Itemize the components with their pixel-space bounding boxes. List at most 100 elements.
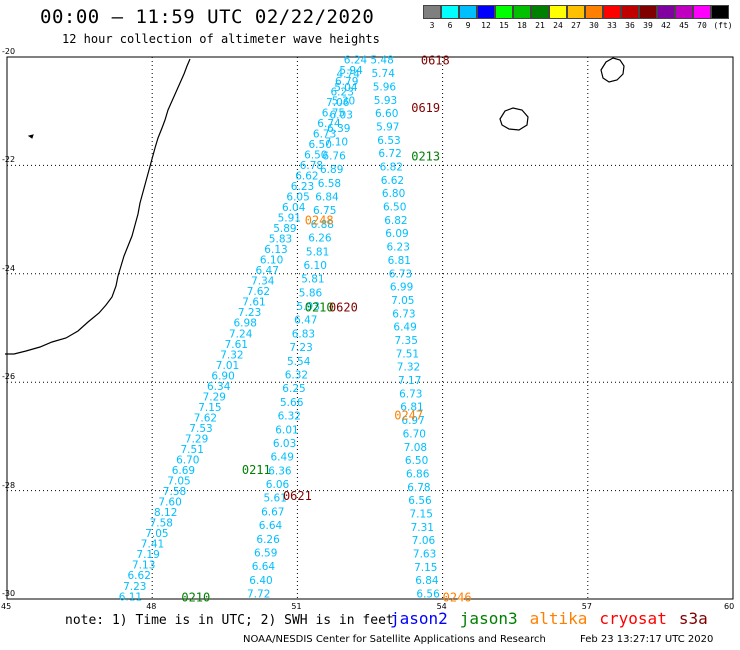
wave-height-value: 7.60 xyxy=(158,497,181,509)
x-tick-label: 54 xyxy=(436,602,447,611)
scale-swatch xyxy=(477,5,495,19)
coastlines xyxy=(5,57,625,355)
wave-height-value: 6.89 xyxy=(320,164,343,176)
wave-height-value: 6.79 xyxy=(335,76,358,88)
wave-height-value: 5.81 xyxy=(306,246,329,258)
wave-height-value: 7.31 xyxy=(411,522,434,534)
wave-height-value: 6.83 xyxy=(292,328,315,340)
scale-label: 45 xyxy=(679,21,689,30)
wave-height-value: 6.03 xyxy=(273,438,296,450)
wave-height-value: 7.32 xyxy=(397,362,420,374)
footnote: note: 1) Time is in UTC; 2) SWH is in fe… xyxy=(65,613,394,628)
wave-height-value: 5.61 xyxy=(264,493,287,505)
scale-swatch xyxy=(423,5,441,19)
wave-height-value: 5.74 xyxy=(372,68,396,80)
wave-height-value: 6.73 xyxy=(389,268,412,280)
satellite-legend: jason2 jason3 altika cryosat s3a xyxy=(390,609,720,628)
scale-label: 9 xyxy=(465,21,471,30)
wave-height-value: 6.62 xyxy=(128,570,151,582)
pass-time-label: 0210 xyxy=(181,590,210,604)
y-tick-label: -20 xyxy=(2,47,16,56)
wave-height-value: 6.78 xyxy=(300,160,323,172)
wave-height-value: 7.17 xyxy=(398,375,421,387)
wave-height-value: 5.93 xyxy=(297,301,320,313)
wave-height-value: 5.66 xyxy=(280,397,304,409)
satellite-legend-item: jason2 xyxy=(390,609,448,628)
x-tick-label: 57 xyxy=(581,602,592,611)
wave-height-value: 6.88 xyxy=(311,219,334,231)
wave-height-value: 7.63 xyxy=(413,549,436,561)
x-tick-label: 45 xyxy=(1,602,12,611)
wave-height-value: 7.72 xyxy=(247,589,270,601)
wave-height-value: 6.72 xyxy=(378,148,401,160)
pass-time-label: 0247 xyxy=(394,409,423,423)
wave-height-value: 6.80 xyxy=(382,188,405,200)
wave-height-value: 7.23 xyxy=(289,342,312,354)
wave-height-value: 6.13 xyxy=(264,244,287,256)
wave-height-value: 6.98 xyxy=(234,318,257,330)
wave-height-value: 6.67 xyxy=(261,506,284,518)
scale-swatch xyxy=(657,5,675,19)
wave-height-value: 7.05 xyxy=(167,476,190,488)
wave-height-scale-labels: 3 6 9 12 15 18 21 24 27 30 33 36 39 42 45 70 (ft) xyxy=(423,21,740,33)
satellite-legend-item: cryosat xyxy=(599,609,667,628)
scale-label: 6 xyxy=(447,21,453,30)
wave-height-value: 7.61 xyxy=(242,297,265,309)
pass-time-label: 0621 xyxy=(283,489,312,503)
wave-height-value: 6.97 xyxy=(401,415,424,427)
pass-time-label: 0620 xyxy=(329,300,358,314)
scale-label: 70 xyxy=(697,21,707,30)
track-a: 6.245.946.796.237.066.756.746.736.506.50… xyxy=(119,55,368,604)
wave-height-value: 6.32 xyxy=(278,411,301,423)
satellite-legend-item: jason3 xyxy=(459,609,518,628)
scale-swatch xyxy=(603,5,621,19)
wave-height-value: 7.15 xyxy=(410,509,433,521)
scale-swatch xyxy=(567,5,585,19)
wave-height-value: 6.62 xyxy=(381,175,404,187)
y-tick-label: -30 xyxy=(2,589,16,598)
scale-label: 15 xyxy=(499,21,509,30)
scale-label: 27 xyxy=(571,21,581,30)
wave-height-value: 6.62 xyxy=(295,170,318,182)
scale-label: 24 xyxy=(553,21,563,30)
wave-height-value: 6.50 xyxy=(309,139,332,151)
wave-height-value: 7.41 xyxy=(141,539,164,551)
wave-height-value: 7.58 xyxy=(163,486,186,498)
scale-label: 18 xyxy=(517,21,527,30)
wave-height-value: 7.19 xyxy=(136,549,159,561)
wave-height-value: 6.82 xyxy=(380,162,403,174)
wave-height-value: 6.47 xyxy=(256,265,279,277)
wave-height-value: 6.40 xyxy=(249,575,272,587)
wave-height-value: 7.61 xyxy=(225,339,248,351)
scale-swatch xyxy=(531,5,549,19)
credit-text: NOAA/NESDIS Center for Satellite Applica… xyxy=(243,634,546,645)
scale-swatch xyxy=(711,5,729,19)
wave-height-value: 7.34 xyxy=(251,276,275,288)
wave-height-value: 7.13 xyxy=(132,560,155,572)
wave-height-value: 7.58 xyxy=(150,518,173,530)
y-tick-label: -24 xyxy=(2,263,16,273)
altimeter-tracks: 6.245.946.796.237.066.756.746.736.506.50… xyxy=(119,55,440,604)
wave-height-color-scale xyxy=(423,5,729,19)
wave-height-value: 7.01 xyxy=(216,360,239,372)
wave-height-value: 5.96 xyxy=(373,81,397,93)
y-tick-label: -22 xyxy=(2,155,16,165)
wave-height-value: 6.64 xyxy=(259,520,283,532)
wave-height-value: 6.36 xyxy=(268,465,292,477)
scale-swatch xyxy=(459,5,477,19)
wave-height-value: 6.64 xyxy=(252,561,276,573)
wave-height-value: 6.05 xyxy=(286,192,309,204)
wave-height-value: 6.74 xyxy=(317,118,341,130)
pass-time-label: 0618 xyxy=(421,54,450,68)
page-subtitle: 12 hour collection of altimeter wave hei… xyxy=(62,32,380,46)
map-frame xyxy=(6,56,734,600)
wave-height-value: 7.62 xyxy=(247,286,270,298)
x-tick-label: 60 xyxy=(724,602,735,611)
wave-height-value: 7.62 xyxy=(194,412,217,424)
wave-height-value: 6.59 xyxy=(254,548,277,560)
wave-height-value: 6.81 xyxy=(400,402,423,414)
wave-height-value: 6.73 xyxy=(399,388,422,400)
wave-height-value: 6.86 xyxy=(406,469,430,481)
wave-height-value: 5.30 xyxy=(332,96,355,108)
